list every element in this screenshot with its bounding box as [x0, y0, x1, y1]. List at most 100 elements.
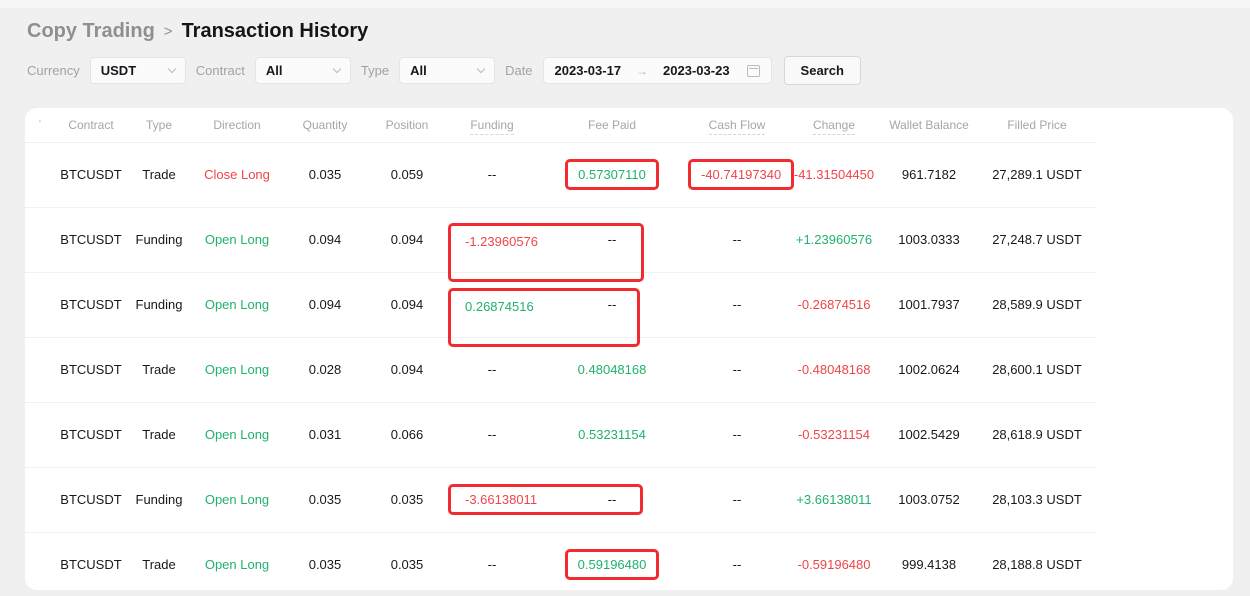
cell-value: -- [732, 232, 742, 247]
cell-value: +1.23960576 [795, 232, 873, 247]
annotation-box: -40.74197340 [688, 159, 795, 190]
cell-change: -41.31504450 [787, 142, 881, 207]
cell-change: -0.53231154 [787, 402, 881, 467]
cell-value: -- [487, 427, 497, 442]
cell-funding: -- [447, 142, 537, 207]
cell-direction: Open Long [191, 402, 283, 467]
cell-type: Trade [127, 532, 191, 590]
cell-value: 0.035 [308, 167, 342, 182]
cell-value: 27,248.7 USDT [992, 232, 1082, 247]
cell-filled_price: 27,248.7 USDT [977, 207, 1097, 272]
column-header-label: Wallet Balance [889, 117, 969, 132]
cell-value: -3.66138011 [465, 492, 538, 507]
cell-cash_flow: -40.74197340 [687, 142, 795, 207]
cell-quantity: 0.035 [283, 467, 367, 532]
date-range-input[interactable]: 2023-03-17 → 2023-03-23 [542, 57, 772, 84]
cell-value: BTCUSDT [60, 427, 122, 442]
cell-fee_paid: 0.57307110 [537, 142, 687, 207]
cell-filled_price: 28,188.8 USDT [977, 532, 1097, 590]
cell-value: BTCUSDT [60, 167, 122, 182]
cell-wallet_balance: 999.4138 [881, 532, 977, 590]
cell-value: 999.4138 [901, 557, 957, 573]
cell-value: 0.035 [308, 557, 342, 573]
currency-label: Currency [27, 63, 80, 78]
cell-value: -- [607, 492, 617, 507]
cell-value: 1002.0624 [898, 362, 960, 377]
cell-change: +3.66138011 [787, 467, 881, 532]
column-header-cash_flow[interactable]: Cash Flow [687, 108, 787, 142]
column-header-position: Position [367, 108, 447, 142]
date-label: Date [505, 63, 533, 78]
cell-value: 1001.7937 [898, 297, 960, 312]
search-button[interactable]: Search [783, 56, 861, 85]
calendar-icon[interactable] [746, 64, 760, 77]
cell-value: -- [732, 427, 742, 442]
cell-value: -40.74197340 [701, 167, 782, 182]
cell-value: 0.094 [390, 297, 424, 312]
cell-value: Close Long [204, 167, 270, 182]
table-row: BTCUSDT Trade Open Long 0.031 0.066 -- 0.53231… [25, 402, 1097, 467]
cell-funding: -3.66138011 [447, 467, 644, 532]
annotation-box: 0.57307110 [565, 159, 659, 190]
table-row: BTCUSDT Funding Open Long 0.094 0.094 0.26874… [25, 272, 1097, 347]
breadcrumb-copy-trading[interactable]: Copy Trading [27, 20, 155, 42]
cell-value: 28,589.9 USDT [992, 297, 1082, 312]
cell-type: Funding [127, 207, 191, 272]
cell-value: Funding [135, 297, 183, 312]
contract-select[interactable]: All [254, 57, 351, 84]
cell-fee_paid: -- [537, 207, 687, 272]
cell-direction: Open Long [191, 467, 283, 532]
table-row: BTCUSDT Funding Open Long 0.035 0.035 -3.6613… [25, 467, 1097, 532]
cell-value: 0.094 [390, 362, 424, 377]
cell-type: Trade [127, 337, 191, 402]
cell-filled_price: 27,289.1 USDT [977, 142, 1097, 207]
date-start-value: 2023-03-17 [554, 63, 622, 78]
cell-change: -0.26874516 [787, 272, 881, 337]
cell-value: 28,188.8 USDT [992, 557, 1082, 573]
cell-corner [25, 467, 55, 532]
column-header-label: Change [812, 117, 856, 135]
cell-value: -0.26874516 [797, 297, 871, 312]
cell-quantity: 0.035 [283, 142, 367, 207]
cell-quantity: 0.028 [283, 337, 367, 402]
cell-value: -- [732, 557, 742, 573]
cell-value: Open Long [204, 492, 270, 507]
cell-wallet_balance: 1003.0333 [881, 207, 977, 272]
cell-corner [25, 207, 55, 272]
currency-select[interactable]: USDT [89, 57, 186, 84]
cell-funding: -1.23960576 [447, 207, 645, 282]
cell-value: -0.48048168 [797, 362, 871, 377]
page-title: Transaction History [181, 20, 369, 42]
column-header-label: Funding [470, 117, 514, 135]
cell-filled_price: 28,618.9 USDT [977, 402, 1097, 467]
cell-value: 0.094 [308, 297, 342, 312]
cell-direction: Open Long [191, 207, 283, 272]
contract-label: Contract [195, 63, 245, 78]
cell-corner [25, 272, 55, 337]
cell-value: 27,289.1 USDT [992, 167, 1082, 182]
cell-wallet_balance: 1002.5429 [881, 402, 977, 467]
cell-funding: -- [447, 402, 537, 467]
cell-value: 0.094 [390, 232, 424, 247]
column-header-funding[interactable]: Funding [447, 108, 537, 142]
cell-corner [25, 337, 55, 402]
cell-value: BTCUSDT [60, 557, 122, 573]
cell-value: BTCUSDT [60, 297, 122, 312]
column-header-change[interactable]: Change [787, 108, 881, 142]
cell-value: 0.035 [390, 492, 424, 507]
cell-quantity: 0.035 [283, 532, 367, 590]
cell-fee_paid: -- [537, 272, 687, 337]
cell-cash_flow: -- [687, 337, 787, 402]
cell-type: Funding [127, 467, 191, 532]
type-select[interactable]: All [399, 57, 496, 84]
cell-position: 0.094 [367, 272, 447, 337]
cell-cash_flow: -- [687, 467, 787, 532]
cell-contract: BTCUSDT [55, 402, 127, 467]
column-header-label: Quantity [302, 117, 348, 132]
cell-value: Trade [142, 427, 176, 442]
table-body: BTCUSDT Trade Close Long 0.035 0.059 -- 0.5730… [25, 142, 1097, 590]
chevron-down-icon [476, 64, 486, 74]
cell-quantity: 0.094 [283, 272, 367, 337]
cell-contract: BTCUSDT [55, 532, 127, 590]
cell-wallet_balance: 1001.7937 [881, 272, 977, 337]
